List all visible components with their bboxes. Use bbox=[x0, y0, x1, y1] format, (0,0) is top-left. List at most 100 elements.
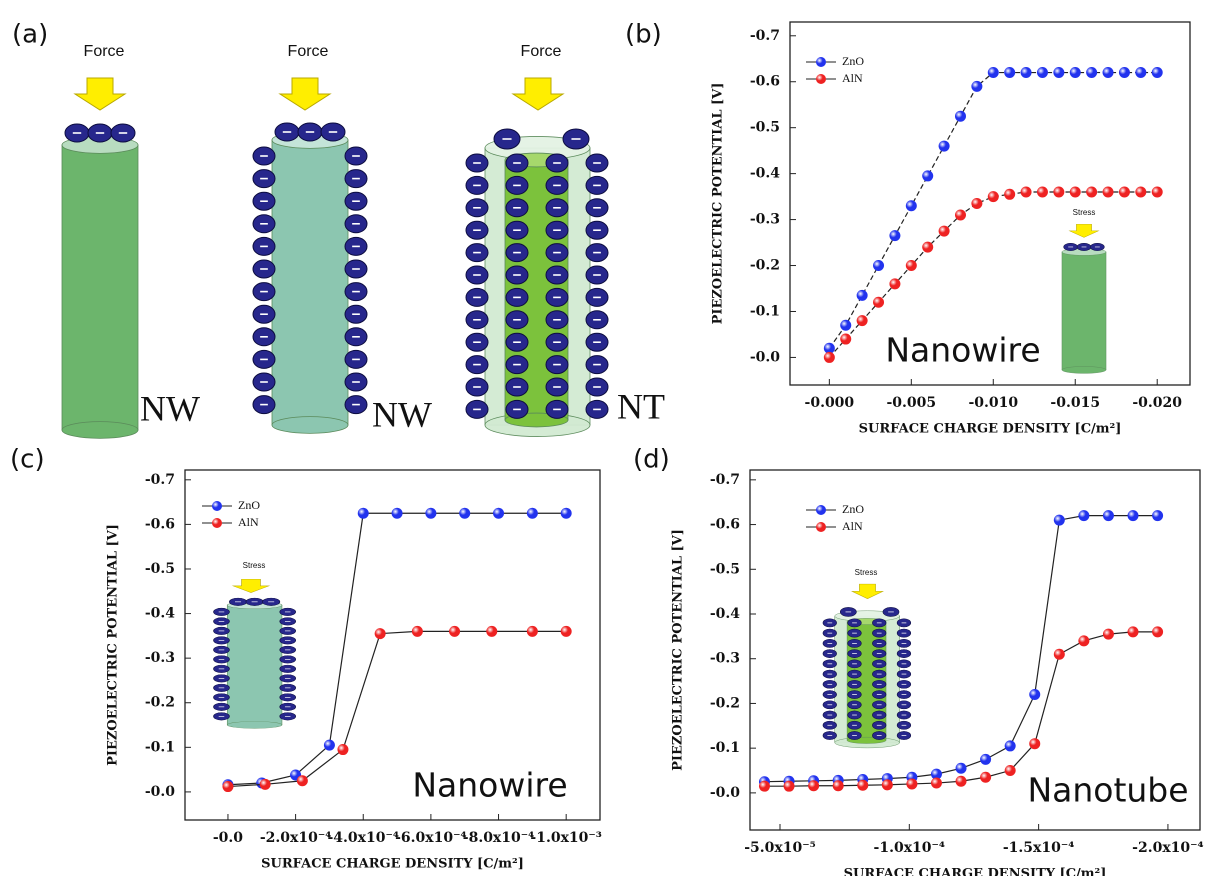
data-point bbox=[1086, 186, 1098, 198]
data-point bbox=[1053, 648, 1065, 660]
y-tick-label: -0.7 bbox=[710, 472, 740, 488]
data-point bbox=[337, 744, 349, 756]
force-label: Force bbox=[288, 43, 329, 60]
x-tick-label: -8.0x10⁻⁴ bbox=[463, 830, 535, 846]
annotation: Nanotube bbox=[1027, 771, 1188, 810]
data-point bbox=[1151, 67, 1163, 79]
data-point bbox=[1152, 510, 1164, 522]
x-tick-label: -0.015 bbox=[1050, 395, 1100, 411]
force-arrow bbox=[231, 578, 271, 593]
data-point bbox=[954, 110, 966, 122]
data-point bbox=[938, 140, 950, 152]
data-point bbox=[323, 739, 335, 751]
legend-label: ZnO bbox=[842, 502, 864, 516]
legend-label: ZnO bbox=[238, 498, 260, 512]
data-point bbox=[1069, 186, 1081, 198]
data-point bbox=[1151, 186, 1163, 198]
data-point bbox=[840, 319, 852, 331]
data-point bbox=[1078, 635, 1090, 647]
force-label: Force bbox=[84, 43, 125, 60]
annotation: Nanowire bbox=[412, 766, 567, 805]
data-point bbox=[486, 625, 498, 637]
data-point bbox=[1053, 514, 1065, 526]
data-point bbox=[1004, 740, 1016, 752]
series-line bbox=[764, 515, 1158, 783]
data-point bbox=[856, 289, 868, 301]
y-axis-title: PIEZOELECTRIC POTENTIAL [V] bbox=[711, 83, 726, 325]
y-tick-label: -0.2 bbox=[710, 695, 740, 711]
data-point bbox=[905, 260, 917, 272]
data-point bbox=[1118, 186, 1130, 198]
data-point bbox=[1004, 67, 1016, 79]
data-point bbox=[1036, 186, 1048, 198]
data-point bbox=[1053, 67, 1065, 79]
inset bbox=[1061, 223, 1107, 374]
data-point bbox=[889, 278, 901, 290]
y-tick-label: -0.1 bbox=[145, 739, 175, 755]
y-tick-label: -0.3 bbox=[710, 651, 740, 667]
panel-label: (c) bbox=[10, 445, 45, 475]
x-tick-label: -1.0x10⁻³ bbox=[530, 830, 602, 846]
y-tick-label: -0.3 bbox=[750, 212, 780, 228]
cylinder-bottom bbox=[61, 421, 139, 439]
y-tick-label: -0.0 bbox=[710, 785, 740, 801]
data-point bbox=[938, 225, 950, 237]
legend-marker bbox=[816, 57, 826, 67]
data-point bbox=[1102, 628, 1114, 640]
data-point bbox=[526, 507, 538, 519]
data-point bbox=[823, 351, 835, 363]
data-point bbox=[425, 507, 437, 519]
y-tick-label: -0.6 bbox=[145, 516, 175, 532]
y-tick-label: -0.5 bbox=[710, 561, 740, 577]
x-tick-label: -1.5x10⁻⁴ bbox=[1003, 840, 1075, 856]
x-tick-label: -2.0x10⁻⁴ bbox=[1132, 840, 1204, 856]
data-point bbox=[856, 315, 868, 327]
x-axis-title: SURFACE CHARGE DENSITY [C/m²] bbox=[859, 422, 1122, 437]
data-point bbox=[905, 200, 917, 212]
force-arrow bbox=[73, 77, 127, 111]
y-tick-label: -0.6 bbox=[750, 74, 780, 90]
y-tick-label: -0.5 bbox=[145, 561, 175, 577]
structure-label: NW bbox=[140, 388, 200, 428]
y-tick-label: -0.0 bbox=[145, 784, 175, 800]
x-tick-label: -2.0x10⁻⁴ bbox=[260, 830, 332, 846]
y-tick-label: -0.2 bbox=[145, 695, 175, 711]
force-arrow bbox=[511, 77, 565, 111]
cylinder-bottom bbox=[271, 416, 349, 434]
data-point bbox=[1069, 67, 1081, 79]
y-tick-label: -0.4 bbox=[750, 166, 780, 182]
y-tick-label: -0.1 bbox=[750, 303, 780, 319]
data-point bbox=[1020, 186, 1032, 198]
annotation: Nanowire bbox=[885, 331, 1040, 370]
force-label: Force bbox=[521, 43, 562, 60]
data-point bbox=[980, 753, 992, 765]
y-tick-label: -0.3 bbox=[145, 650, 175, 666]
plot-frame bbox=[789, 21, 1191, 386]
data-point bbox=[955, 762, 967, 774]
data-point bbox=[1127, 626, 1139, 638]
inset-label: Stress bbox=[1073, 208, 1096, 217]
legend-marker bbox=[816, 74, 826, 84]
x-tick-label: -0.0 bbox=[213, 830, 243, 846]
structure-label: NT bbox=[617, 386, 665, 426]
data-point bbox=[922, 241, 934, 253]
data-point bbox=[930, 768, 942, 780]
y-tick-label: -0.6 bbox=[710, 517, 740, 533]
inset bbox=[213, 578, 296, 729]
panel-a-structures bbox=[61, 77, 609, 439]
x-tick-label: -0.000 bbox=[805, 395, 855, 411]
y-tick-label: -0.2 bbox=[750, 258, 780, 274]
data-point bbox=[873, 296, 885, 308]
legend-marker bbox=[212, 501, 222, 511]
panel-label: (d) bbox=[633, 445, 670, 475]
data-point bbox=[881, 779, 893, 791]
cylinder-body bbox=[226, 605, 283, 726]
cylinder-bottom bbox=[226, 721, 283, 729]
y-axis-title: PIEZOELECTRIC POTENTIAL [V] bbox=[106, 524, 121, 766]
series-line bbox=[828, 191, 1158, 358]
y-tick-label: -0.1 bbox=[710, 740, 740, 756]
data-point bbox=[459, 507, 471, 519]
data-point bbox=[1102, 510, 1114, 522]
legend-marker bbox=[816, 505, 826, 515]
data-point bbox=[296, 775, 308, 787]
